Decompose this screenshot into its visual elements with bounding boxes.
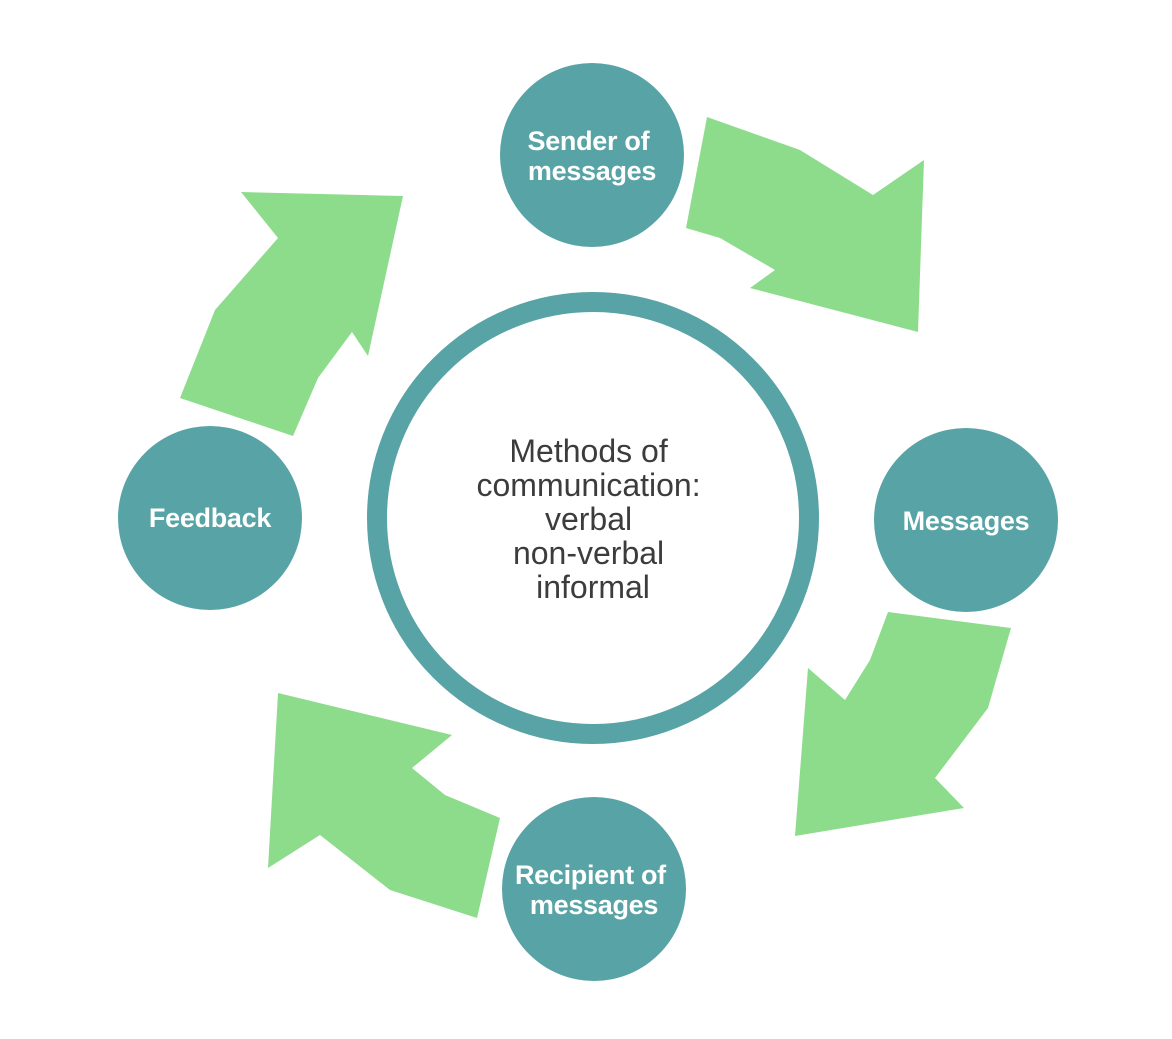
node-recipient-line-1: Recipient of: [515, 860, 667, 890]
cycle-arrow-top-left: [180, 192, 403, 436]
cycle-arrow-bottom-right: [795, 612, 1011, 836]
center-line-1: Methods of: [509, 433, 667, 469]
node-recipient-line-2: messages: [530, 890, 658, 920]
node-sender-line-1: Sender of: [527, 126, 650, 156]
center-line-3: verbal: [545, 501, 632, 537]
center-line-4: non-verbal: [513, 535, 664, 571]
node-sender-line-2: messages: [528, 156, 656, 186]
node-recipient: Recipient of messages: [493, 788, 695, 990]
node-feedback-line-1: Feedback: [149, 503, 272, 533]
node-messages: Messages: [865, 419, 1067, 621]
node-messages-label: Messages: [903, 506, 1030, 536]
node-sender-label: Sender of messages: [527, 126, 656, 186]
center-methods-text: Methods of communication: verbal non-ver…: [477, 433, 710, 605]
node-feedback: Feedback: [109, 417, 311, 619]
cycle-arrow-top-right: [686, 117, 924, 332]
node-messages-line-1: Messages: [903, 506, 1030, 536]
cycle-arrow-bottom-left: [268, 693, 500, 918]
node-sender: Sender of messages: [491, 54, 693, 256]
node-feedback-label: Feedback: [149, 503, 272, 533]
center-line-5: informal: [536, 569, 650, 605]
center-ring: [367, 292, 819, 744]
node-recipient-label: Recipient of messages: [515, 860, 673, 920]
center-line-2: communication:: [477, 467, 701, 503]
